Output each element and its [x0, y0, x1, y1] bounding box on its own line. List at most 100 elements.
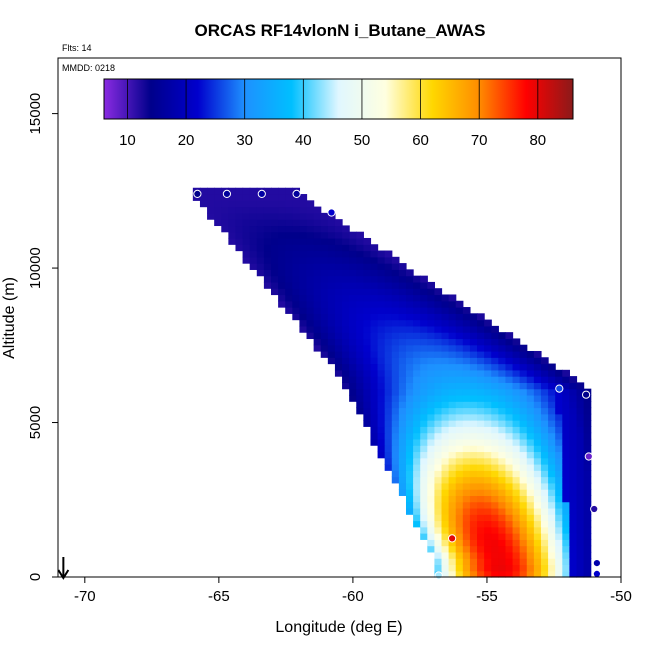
heatmap-cell [526, 570, 535, 578]
heatmap-cell [384, 388, 393, 396]
heatmap-cell [313, 281, 322, 289]
heatmap-cell [441, 514, 450, 522]
heatmap-cell [349, 319, 357, 327]
heatmap-cell [498, 432, 507, 440]
heatmap-cell [448, 382, 457, 390]
heatmap-cell [533, 394, 542, 402]
heatmap-cell [434, 470, 443, 478]
heatmap-cell [384, 420, 393, 427]
heatmap-cell [441, 564, 450, 572]
heatmap-cell [462, 495, 471, 503]
heatmap-cell [356, 363, 364, 371]
heatmap-cell [285, 206, 293, 214]
heatmap-cell [519, 551, 528, 559]
heatmap-cell [256, 237, 265, 245]
heatmap-cell [469, 394, 478, 402]
heatmap-cell [505, 382, 514, 390]
heatmap-cell [363, 376, 372, 383]
heatmap-cell [455, 533, 464, 540]
heatmap-cell [370, 420, 379, 427]
heatmap-cell [278, 288, 286, 296]
heatmap-cell [377, 319, 386, 327]
heatmap-cell [363, 237, 372, 245]
heatmap-cell [285, 187, 293, 195]
heatmap-cell [526, 407, 535, 415]
heatmap-cell [384, 426, 393, 434]
heatmap-cell [320, 350, 329, 358]
heatmap-cell [441, 369, 450, 377]
heatmap-cell [285, 231, 293, 239]
heatmap-cell [462, 451, 471, 459]
heatmap-cell [569, 438, 578, 446]
heatmap-cell [462, 363, 471, 371]
heatmap-cell [377, 451, 386, 459]
heatmap-cell [555, 501, 563, 509]
heatmap-cell [349, 363, 357, 371]
heatmap-cell [420, 319, 428, 327]
heatmap-cell [448, 350, 457, 358]
heatmap-cell [377, 394, 386, 402]
heatmap-cell [455, 407, 464, 415]
heatmap-cell [405, 319, 414, 327]
heatmap-cell [420, 332, 428, 340]
heatmap-cell [555, 564, 563, 572]
heatmap-cell [249, 244, 258, 252]
heatmap-cell [349, 332, 357, 340]
heatmap-cell [398, 407, 407, 415]
heatmap-cell [370, 269, 379, 277]
heatmap-cell [405, 382, 414, 390]
heatmap-cell [498, 388, 507, 396]
heatmap-cell [427, 338, 435, 346]
heatmap-cell [342, 300, 350, 308]
heatmap-cell [484, 357, 492, 365]
heatmap-cell [484, 388, 492, 396]
heatmap-cell [413, 382, 421, 390]
heatmap-cell [526, 551, 535, 559]
heatmap-cell [434, 350, 443, 358]
heatmap-cell [299, 269, 308, 277]
heatmap-cell [441, 407, 450, 415]
heatmap-cell [334, 244, 343, 252]
heatmap-cell [484, 495, 492, 503]
heatmap-cell [540, 482, 549, 490]
heatmap-cell [498, 451, 507, 459]
heatmap-cell [583, 526, 592, 534]
x-axis-label: Longitude (deg E) [275, 619, 402, 636]
heatmap-cell [420, 407, 428, 415]
heatmap-cell [420, 501, 428, 509]
heatmap-cell [356, 369, 364, 377]
heatmap-cell [469, 539, 478, 547]
heatmap-cell [477, 451, 485, 459]
heatmap-cell [427, 288, 435, 296]
heatmap-cell [370, 244, 379, 252]
heatmap-cell [377, 438, 386, 446]
heatmap-cell [562, 564, 570, 572]
heatmap-cell [548, 551, 556, 559]
heatmap-cell [398, 338, 407, 346]
heatmap-cell [448, 551, 457, 559]
heatmap-cell [420, 438, 428, 446]
heatmap-cell [477, 350, 485, 358]
heatmap-cell [292, 300, 301, 308]
heatmap-cell [413, 313, 421, 321]
heatmap-cell [263, 256, 272, 264]
heatmap-cell [434, 438, 443, 446]
heatmap-cell [441, 357, 450, 365]
sample-marker [592, 559, 602, 568]
heatmap-cell [427, 507, 435, 515]
heatmap-cell [441, 539, 450, 547]
heatmap-cell [434, 432, 443, 440]
heatmap-cell [263, 237, 272, 245]
heatmap-cell [214, 187, 222, 195]
heatmap-cell [242, 212, 251, 220]
heatmap-cell [306, 212, 315, 220]
heatmap-cell [512, 401, 521, 409]
heatmap-cell [448, 357, 457, 365]
heatmap-cell [285, 300, 293, 308]
heatmap-cell [491, 545, 499, 553]
heatmap-cell [405, 363, 414, 371]
heatmap-cell [505, 451, 514, 459]
heatmap-cell [498, 338, 507, 346]
heatmap-cell [576, 382, 585, 390]
heatmap-cell [427, 533, 435, 540]
